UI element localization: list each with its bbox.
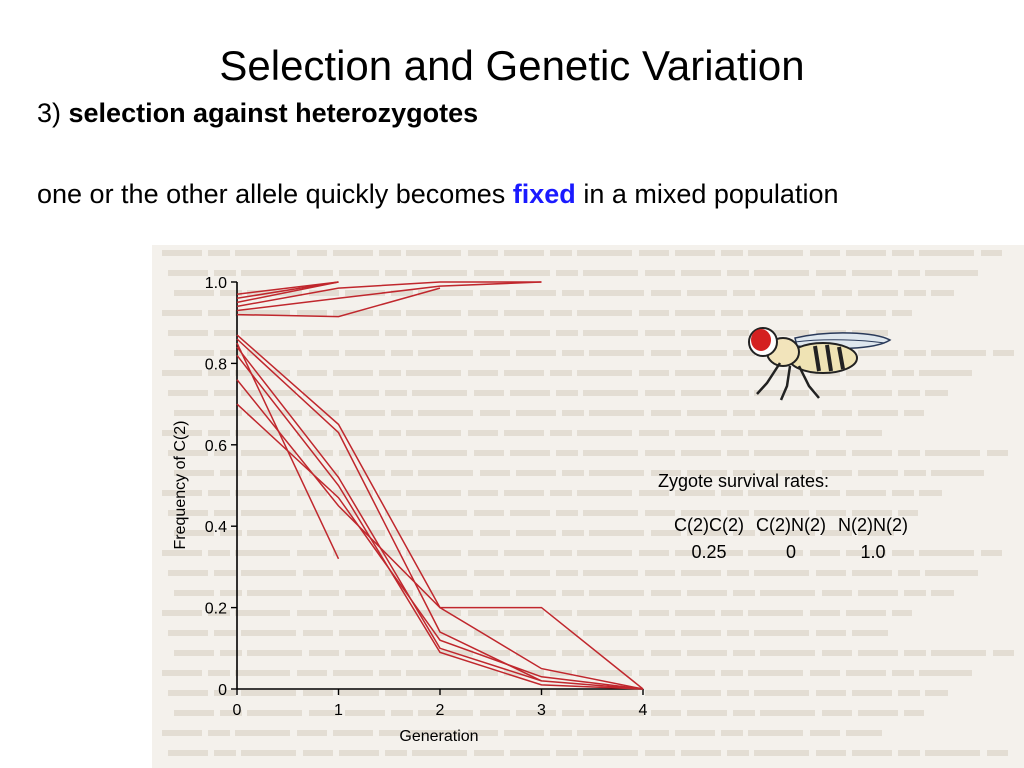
x-tick-label: 1	[334, 702, 343, 719]
statement-highlight: fixed	[512, 179, 576, 209]
series-line-4	[236, 281, 542, 308]
series-line-5	[236, 281, 542, 312]
series-line-12	[236, 403, 644, 690]
slide-subtitle: 3) selection against heterozygotes	[37, 96, 478, 130]
statement-after: in a mixed population	[575, 179, 839, 209]
survival-header-row: C(2)C(2) C(2)N(2) N(2)N(2)	[668, 513, 914, 540]
y-tick-label: 1.0	[205, 275, 227, 292]
series-line-3	[236, 281, 339, 304]
chart-svg: 0 1 2 3 4 0 0.2 0.4 0.6 0.8 1.0 Generation Frequen…	[162, 250, 1014, 756]
x-tick-label: 3	[537, 702, 546, 719]
slide-statement: one or the other allele quickly becomes …	[37, 177, 838, 211]
series-line-10	[236, 354, 644, 690]
series-line-6	[236, 287, 441, 318]
series-line-8	[236, 338, 542, 682]
series-line-13	[236, 342, 340, 560]
survival-value-row: 0.25 0 1.0	[668, 540, 914, 567]
scanned-figure: 0 1 2 3 4 0 0.2 0.4 0.6 0.8 1.0 Generation Frequen…	[152, 245, 1024, 768]
series-line-11	[236, 379, 644, 690]
faint-background-text	[162, 250, 1014, 756]
y-tick-label: 0.8	[205, 356, 227, 373]
value-n2n2: 1.0	[860, 542, 886, 562]
header-c2c2: C(2)C(2)	[674, 515, 744, 535]
header-c2n2: C(2)N(2)	[756, 515, 826, 535]
statement-before: one or the other allele quickly becomes	[37, 179, 513, 209]
x-tick-label: 4	[639, 702, 648, 719]
plot-area: 0 1 2 3 4 0 0.2 0.4 0.6 0.8 1.0	[205, 275, 648, 719]
x-axis-label: Generation	[399, 728, 478, 745]
subtitle-prefix: 3)	[37, 98, 69, 128]
subtitle-bold: selection against heterozygotes	[68, 98, 479, 128]
y-tick-label: 0	[218, 682, 227, 699]
x-tick-label: 0	[233, 702, 242, 719]
value-c2c2: 0.25	[691, 542, 727, 562]
survival-rates-table: C(2)C(2) C(2)N(2) N(2)N(2) 0.25 0 1.0	[668, 513, 914, 567]
fruit-fly-icon	[748, 327, 892, 401]
header-n2n2: N(2)N(2)	[838, 515, 908, 535]
y-tick-label: 0.4	[205, 519, 227, 536]
y-tick-label: 0.6	[205, 438, 227, 455]
survival-legend-title: Zygote survival rates:	[658, 471, 830, 491]
value-c2n2: 0	[785, 542, 796, 562]
y-axis-label: Frequency of C(2)	[172, 421, 189, 550]
y-tick-label: 0.2	[205, 601, 227, 618]
x-tick-label: 2	[436, 702, 445, 719]
slide-title: Selection and Genetic Variation	[219, 42, 805, 89]
series-line-9	[236, 346, 644, 690]
